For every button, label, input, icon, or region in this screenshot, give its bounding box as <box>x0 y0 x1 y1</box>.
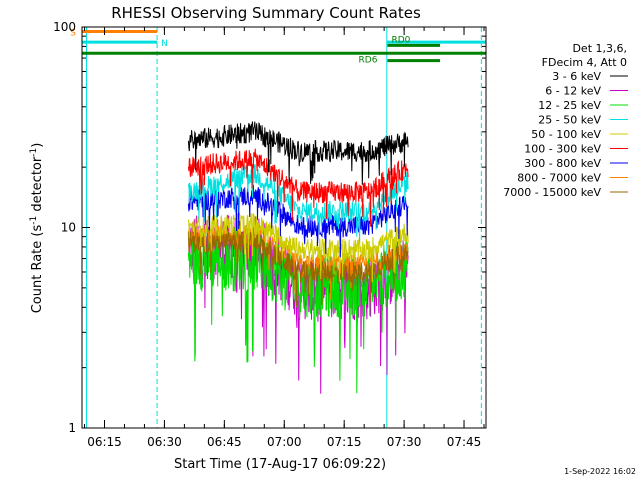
series-line-2 <box>187 226 409 394</box>
legend-label-1: 6 - 12 keV <box>545 85 601 98</box>
x-axis-label: Start Time (17-Aug-17 06:09:22) <box>174 457 386 472</box>
legend-header-2: FDecim 4, Att 0 <box>542 56 627 69</box>
legend: Det 1,3,6, FDecim 4, Att 0 3 - 6 keV 6 - … <box>503 42 628 199</box>
flag-label-rd0: RD0 <box>391 35 410 45</box>
flag-label-n: N <box>161 39 168 49</box>
legend-label-0: 3 - 6 keV <box>552 70 601 83</box>
y-axis-label: Count Rate (s-1 detector-1) <box>29 143 45 314</box>
legend-label-2: 12 - 25 keV <box>538 99 601 112</box>
plot-area: S N RD6 RD0 1 10 100 06:15 06:30 06:45 07:00 07:15 0… <box>53 20 487 449</box>
series-line-8 <box>187 230 409 307</box>
series-line-6 <box>187 183 409 258</box>
footer-date: 1-Sep-2022 16:02 <box>564 467 636 476</box>
legend-label-3: 25 - 50 keV <box>538 114 601 127</box>
plot-frame <box>81 26 487 429</box>
y-tick-label: 100 <box>53 20 76 34</box>
series-line-3 <box>187 164 409 242</box>
legend-label-5: 100 - 300 keV <box>524 143 601 156</box>
x-tick-label: 06:30 <box>147 435 182 449</box>
legend-label-4: 50 - 100 keV <box>531 128 601 141</box>
series-line-5 <box>187 148 409 227</box>
x-tick-label: 07:15 <box>327 435 362 449</box>
series-line-4 <box>187 213 409 283</box>
legend-label-8: 7000 - 15000 keV <box>503 186 601 199</box>
x-tick-label: 06:15 <box>87 435 122 449</box>
x-tick-label: 06:45 <box>207 435 242 449</box>
y-tick-label: 10 <box>61 221 76 235</box>
flag-label-rd6: RD6 <box>359 56 378 66</box>
y-tick-label: 1 <box>68 421 76 435</box>
flag-label-s: S <box>70 28 76 38</box>
x-tick-label: 07:30 <box>387 435 422 449</box>
legend-header-1: Det 1,3,6, <box>572 42 627 55</box>
legend-label-7: 800 - 7000 keV <box>517 172 601 185</box>
x-tick-label: 07:45 <box>447 435 482 449</box>
legend-label-6: 300 - 800 keV <box>524 157 601 170</box>
series-line-0 <box>187 121 409 185</box>
chart-title: RHESSI Observing Summary Count Rates <box>111 4 421 22</box>
x-tick-label: 07:00 <box>267 435 302 449</box>
